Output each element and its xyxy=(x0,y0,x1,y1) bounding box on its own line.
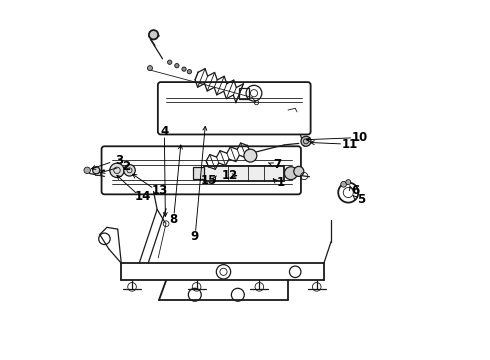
Text: 6: 6 xyxy=(351,184,360,197)
Circle shape xyxy=(182,67,186,71)
Text: 9: 9 xyxy=(191,230,199,243)
Circle shape xyxy=(285,167,297,180)
Bar xyxy=(95,172,100,175)
Text: 8: 8 xyxy=(169,213,177,226)
Circle shape xyxy=(294,166,304,176)
Circle shape xyxy=(187,69,192,74)
Circle shape xyxy=(346,180,351,185)
Circle shape xyxy=(84,167,91,174)
Text: 14: 14 xyxy=(135,190,151,203)
Circle shape xyxy=(147,66,152,71)
Circle shape xyxy=(244,149,257,162)
Circle shape xyxy=(149,30,158,40)
Text: 10: 10 xyxy=(352,131,368,144)
Text: 15: 15 xyxy=(201,174,218,186)
Circle shape xyxy=(168,60,172,64)
Text: 5: 5 xyxy=(357,193,366,206)
Circle shape xyxy=(124,165,135,176)
Text: 12: 12 xyxy=(222,169,238,182)
Text: 11: 11 xyxy=(342,138,358,150)
Circle shape xyxy=(110,163,124,177)
Bar xyxy=(204,166,285,181)
Circle shape xyxy=(175,63,179,68)
Text: 7: 7 xyxy=(273,158,281,171)
Text: 4: 4 xyxy=(160,125,169,138)
Text: 2: 2 xyxy=(122,160,130,173)
Circle shape xyxy=(301,136,311,146)
Bar xyxy=(193,167,204,179)
Bar xyxy=(239,88,248,99)
Text: 1: 1 xyxy=(277,176,285,189)
Circle shape xyxy=(93,167,100,174)
Text: 3: 3 xyxy=(115,154,123,167)
Text: 13: 13 xyxy=(151,184,168,197)
Circle shape xyxy=(341,181,346,187)
